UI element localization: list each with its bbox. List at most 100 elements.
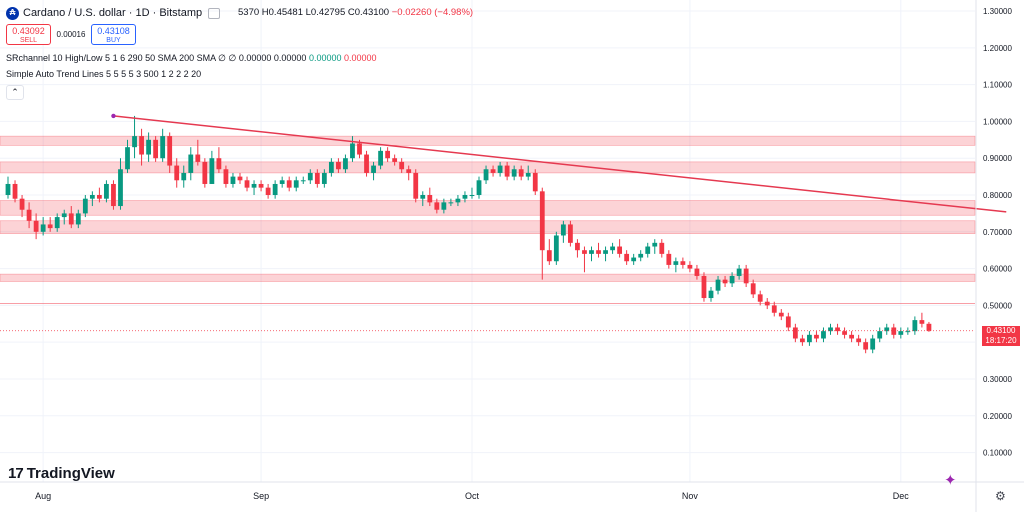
candle-body <box>244 180 250 188</box>
candle-body <box>195 154 201 162</box>
candle-body <box>701 275 707 299</box>
candle-body <box>434 202 440 210</box>
candle-body <box>160 136 166 159</box>
price-tick: 0.20000 <box>983 412 1012 421</box>
indicator-trendlines[interactable]: Simple Auto Trend Lines 5 5 5 5 3 500 1 … <box>6 69 201 79</box>
candle-body <box>898 331 904 335</box>
sell-button[interactable]: 0.43092 SELL <box>6 24 51 45</box>
time-scale[interactable]: Aug Sep Oct Nov Dec <box>0 481 1024 501</box>
candle-body <box>560 224 566 236</box>
candles <box>5 115 932 354</box>
candle-body <box>321 172 327 184</box>
tradingview-logo-text: TradingView <box>26 465 115 482</box>
candle-body <box>111 183 116 207</box>
indicator-srchannel[interactable]: SRchannel 10 High/Low 5 1 6 290 50 SMA 2… <box>6 53 377 64</box>
price-tick: 0.30000 <box>983 375 1012 384</box>
candle-body <box>476 180 482 196</box>
candle-body <box>729 275 735 284</box>
candle-body <box>223 169 229 184</box>
month-label: Aug <box>35 491 51 501</box>
candle-body <box>687 264 693 269</box>
candle-body <box>392 158 398 162</box>
sr-zones <box>0 135 976 304</box>
candle-body <box>272 183 278 196</box>
candle-body <box>181 172 187 181</box>
candle-body <box>5 183 11 196</box>
screenshot-icon[interactable] <box>208 7 221 19</box>
spread-value: 0.00016 <box>56 30 86 39</box>
candle-body <box>118 169 123 207</box>
ohlc-open: 5370 <box>238 7 260 18</box>
price-tick: 1.30000 <box>983 7 1012 16</box>
ohlc-low: L0.42795 <box>305 7 346 18</box>
price-tick: 0.60000 <box>983 265 1012 274</box>
candle-body <box>104 183 109 199</box>
candle-body <box>167 136 173 166</box>
candle-body <box>905 331 911 333</box>
month-label: Nov <box>682 491 699 501</box>
candle-body <box>19 198 25 210</box>
candle-body <box>336 161 341 170</box>
candle-body <box>673 261 679 265</box>
candle-body <box>575 242 580 251</box>
candle-body <box>638 253 644 258</box>
candle-body <box>912 320 918 332</box>
candle-body <box>539 191 545 251</box>
ohlc-close: C0.43100 <box>347 7 390 18</box>
candle-body <box>891 327 897 335</box>
srchannel-value-2: 0.00000 <box>273 53 307 63</box>
candle-body <box>835 327 840 332</box>
candle-body <box>125 147 130 170</box>
candle-body <box>849 334 854 339</box>
candle-body <box>771 305 777 313</box>
candle-body <box>230 176 236 184</box>
candle-body <box>47 224 53 229</box>
candle-body <box>343 158 348 170</box>
symbol-header[interactable]: ₳ Cardano / U.S. dollar · 1D · Bitstamp <box>6 5 221 21</box>
candle-body <box>884 327 890 332</box>
srchannel-value-4: 0.00000 <box>344 53 377 63</box>
candle-body <box>237 176 243 181</box>
ohlc-change: −0.02260 (−4.98%) <box>391 7 474 18</box>
srchannel-label: SRchannel 10 High/Low 5 1 6 290 50 SMA 2… <box>6 53 237 63</box>
price-tick: 1.10000 <box>983 81 1012 90</box>
sell-price: 0.43092 <box>12 26 45 36</box>
candle-body <box>399 161 405 170</box>
candle-body <box>441 202 447 210</box>
candle-body <box>518 169 524 177</box>
price-scale[interactable]: 1.30000 1.20000 1.10000 1.00000 0.90000 0.800… <box>975 0 1012 512</box>
candle-body <box>525 172 531 177</box>
price-tick: 0.90000 <box>983 154 1012 163</box>
candle-body <box>694 268 700 276</box>
month-label: Dec <box>893 491 910 501</box>
buy-price: 0.43108 <box>97 26 130 36</box>
magic-wand-icon[interactable]: ✦ <box>944 472 957 489</box>
chevron-up-icon[interactable]: ⌃ <box>6 85 24 100</box>
ohlc-high: H0.45481 <box>261 7 303 18</box>
buy-button[interactable]: 0.43108 BUY <box>91 24 136 45</box>
gear-icon[interactable]: ⚙ <box>995 489 1006 503</box>
candle-body <box>624 253 630 262</box>
price-tick: 0.80000 <box>983 191 1012 200</box>
tradingview-logo[interactable]: 17 TradingView <box>8 465 115 482</box>
candle-body <box>785 316 791 328</box>
candle-body <box>12 183 18 199</box>
candle-body <box>870 338 876 350</box>
candle-body <box>799 338 805 343</box>
sell-label: SELL <box>19 37 38 44</box>
candle-body <box>821 331 826 339</box>
price-tick: 1.00000 <box>983 117 1012 126</box>
candle-body <box>61 213 67 218</box>
candle-body <box>462 195 468 199</box>
candle-body <box>722 279 728 284</box>
candle-body <box>350 143 355 159</box>
candle-body <box>842 331 847 335</box>
pivot-point <box>111 113 116 119</box>
srchannel-value-3: 0.00000 <box>308 53 342 63</box>
trendline <box>113 115 1007 213</box>
candle-body <box>856 338 862 343</box>
chart-title[interactable]: Cardano / U.S. dollar · 1D · Bitstamp <box>23 7 203 19</box>
price-tick: 0.50000 <box>983 301 1012 310</box>
candle-body <box>757 294 763 302</box>
